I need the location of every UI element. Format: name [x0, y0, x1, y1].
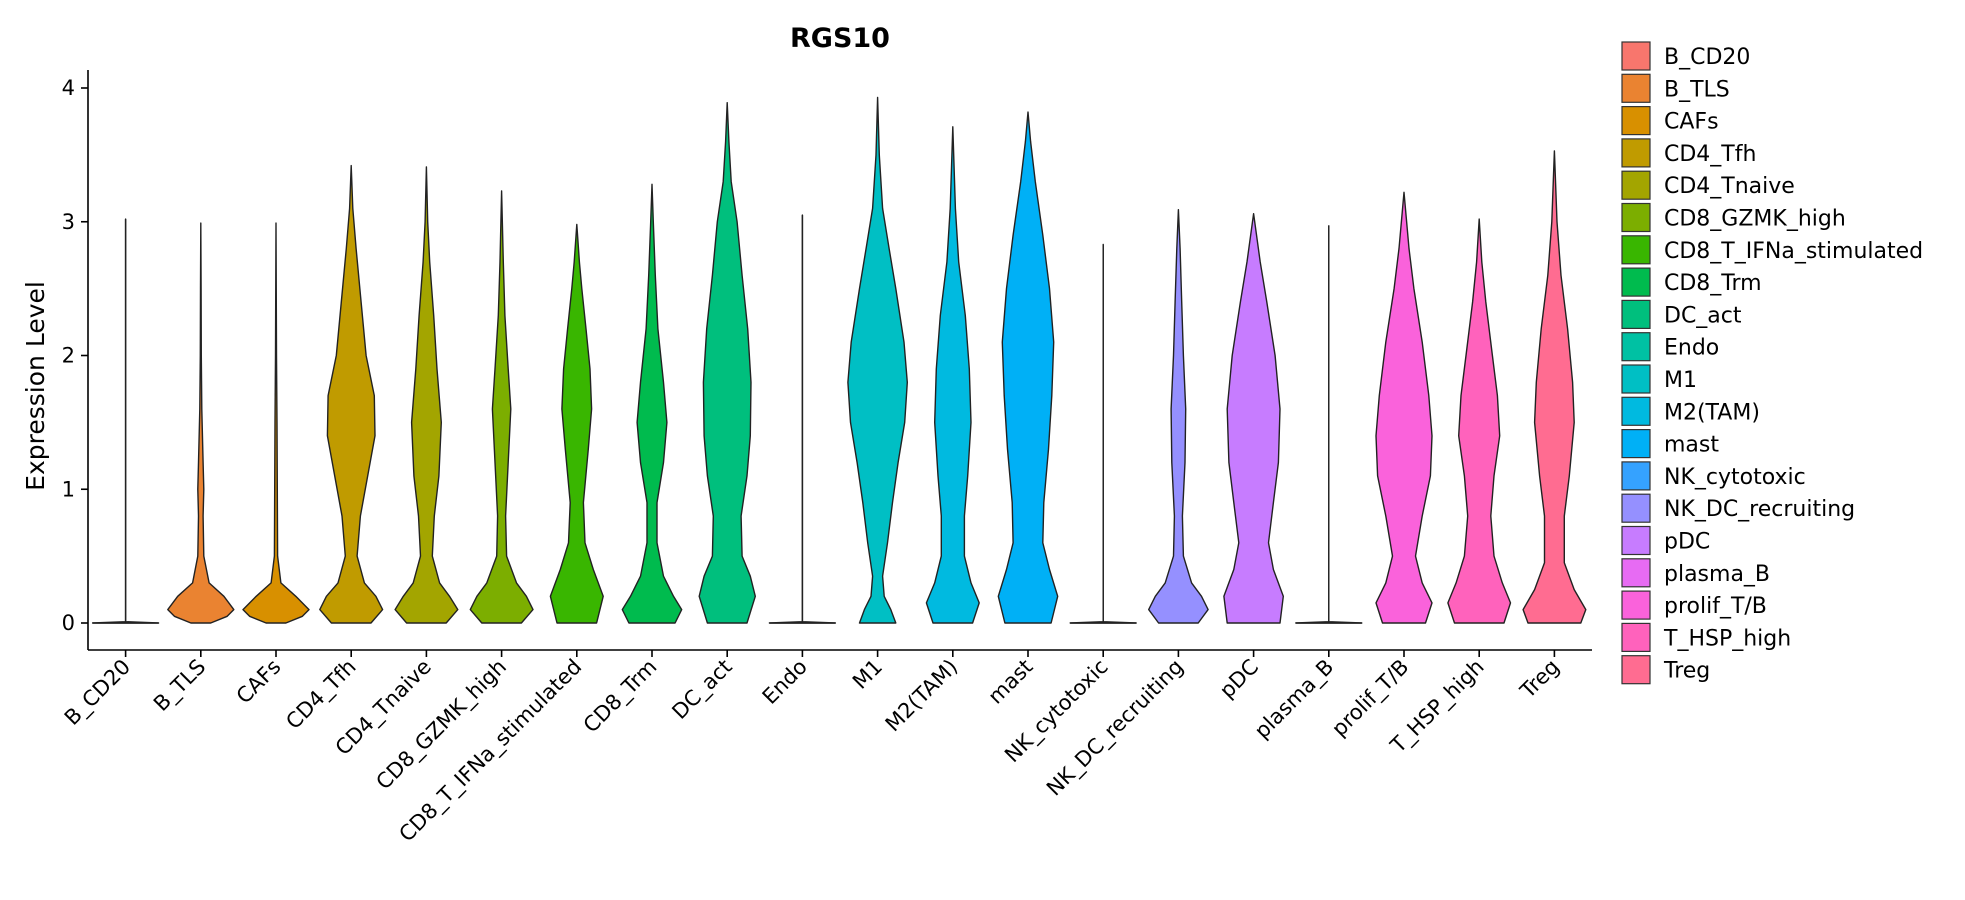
x-tick-label-cd8-gzmk-high: CD8_GZMK_high	[371, 655, 511, 795]
chart-title: RGS10	[790, 23, 890, 54]
legend-swatch-m1	[1621, 364, 1651, 394]
x-tick-label-cd8-trm: CD8_Trm	[579, 655, 663, 739]
x-tick-label-pdc: pDC	[1215, 655, 1263, 703]
legend-label-endo: Endo	[1664, 336, 1719, 361]
x-tick-label-dc-act: DC_act	[667, 655, 737, 725]
violin-prolif-t-b	[1375, 191, 1433, 624]
x-tick-label-m2-tam: M2(TAM)	[881, 655, 963, 737]
x-tick-label-m1: M1	[848, 655, 887, 694]
legend-label-dc-act: DC_act	[1664, 303, 1742, 328]
legend-label-pdc: pDC	[1664, 530, 1710, 555]
legend-swatch-plasma-b	[1621, 558, 1651, 588]
legend-swatch-cd8-t-ifna-stimulated	[1621, 235, 1651, 265]
legend-label-m2-tam: M2(TAM)	[1664, 400, 1760, 425]
violin-cd8-t-ifna-stimulated	[549, 223, 604, 624]
y-tick-label: 2	[62, 344, 75, 368]
legend-label-cd8-gzmk-high: CD8_GZMK_high	[1664, 207, 1846, 232]
legend-label-nk-dc-recruiting: NK_DC_recruiting	[1664, 497, 1855, 522]
x-tick-label-cd4-tfh: CD4_Tfh	[281, 655, 361, 735]
y-axis: 0 1 2 3 4	[62, 70, 89, 650]
x-tick-label-mast: mast	[983, 655, 1037, 709]
legend-swatch-m2-tam	[1621, 396, 1651, 426]
x-tick-label-b-tls: B_TLS	[149, 655, 211, 717]
legend-swatch-treg	[1621, 655, 1651, 685]
legend-label-b-tls: B_TLS	[1664, 77, 1730, 102]
violin-t-hsp-high	[1447, 218, 1512, 624]
violin-treg	[1522, 150, 1587, 624]
x-tick-label-cafs: CAFs	[232, 655, 286, 709]
legend-label-nk-cytotoxic: NK_cytotoxic	[1664, 465, 1806, 490]
x-tick-label-treg: Treg	[1515, 655, 1564, 704]
x-tick-label-endo: Endo	[758, 655, 812, 709]
legend-label-cd8-trm: CD8_Trm	[1664, 271, 1762, 296]
legend-swatch-nk-cytotoxic	[1621, 461, 1651, 491]
violin-nk-dc-recruiting	[1148, 209, 1209, 624]
violin-pdc	[1223, 213, 1284, 624]
legend-label-prolif-t-b: prolif_T/B	[1664, 594, 1767, 619]
legend-label-treg: Treg	[1663, 659, 1710, 684]
y-tick-label: 0	[62, 611, 75, 635]
violin-cd4-tnaive	[394, 166, 459, 624]
violin-mast	[997, 111, 1059, 624]
legend-label-t-hsp-high: T_HSP_high	[1663, 626, 1791, 651]
legend-swatch-endo	[1621, 332, 1651, 362]
legend-label-b-cd20: B_CD20	[1664, 45, 1750, 70]
legend-swatch-cd4-tfh	[1621, 138, 1651, 168]
violin-cafs	[242, 222, 310, 624]
legend: B_CD20 B_TLS CAFs CD4_Tfh CD4_Tnaive CD8_GZMK…	[1621, 41, 1923, 685]
legend-label-cd4-tfh: CD4_Tfh	[1664, 142, 1756, 167]
legend-label-plasma-b: plasma_B	[1664, 562, 1770, 587]
y-axis-label: Expression Level	[21, 281, 50, 491]
y-tick-label: 3	[62, 210, 75, 234]
legend-swatch-b-tls	[1621, 73, 1651, 103]
legend-swatch-cd8-trm	[1621, 267, 1651, 297]
legend-swatch-b-cd20	[1621, 41, 1651, 71]
legend-label-cd8-t-ifna-stimulated: CD8_T_IFNa_stimulated	[1664, 239, 1923, 264]
violin-m2-tam	[925, 126, 980, 624]
legend-label-mast: mast	[1664, 433, 1719, 458]
legend-swatch-cd4-tnaive	[1621, 170, 1651, 200]
legend-swatch-pdc	[1621, 525, 1651, 556]
y-tick-label: 4	[62, 76, 75, 100]
violin-cd8-gzmk-high	[469, 190, 534, 624]
legend-swatch-prolif-t-b	[1621, 590, 1651, 620]
violin-cd4-tfh	[319, 164, 384, 624]
legend-label-m1: M1	[1664, 368, 1697, 393]
x-axis: B_CD20 B_TLS CAFsCD4_TfhCD4_TnaiveCD8_GZMK…	[60, 649, 1592, 847]
legend-label-cafs: CAFs	[1664, 110, 1719, 135]
violin-cd8-trm	[621, 183, 683, 624]
legend-swatch-cafs	[1621, 105, 1651, 136]
x-tick-label-nk-dc-recruiting: NK_DC_recruiting	[1042, 655, 1189, 802]
legend-swatch-t-hsp-high	[1621, 622, 1651, 653]
legend-swatch-cd8-gzmk-high	[1621, 202, 1651, 233]
x-tick-label-b-cd20: B_CD20	[60, 655, 136, 731]
plot-area	[91, 96, 1587, 624]
x-tick-label-plasma-b: plasma_B	[1250, 655, 1339, 744]
violin-m1	[847, 96, 908, 624]
legend-swatch-nk-dc-recruiting	[1621, 493, 1651, 523]
legend-label-cd4-tnaive: CD4_Tnaive	[1664, 174, 1795, 199]
legend-swatch-dc-act	[1621, 299, 1651, 329]
violin-b-tls	[167, 222, 235, 624]
legend-swatch-mast	[1621, 429, 1651, 459]
violin-dc-act	[698, 102, 756, 624]
y-tick-label: 1	[62, 477, 75, 501]
